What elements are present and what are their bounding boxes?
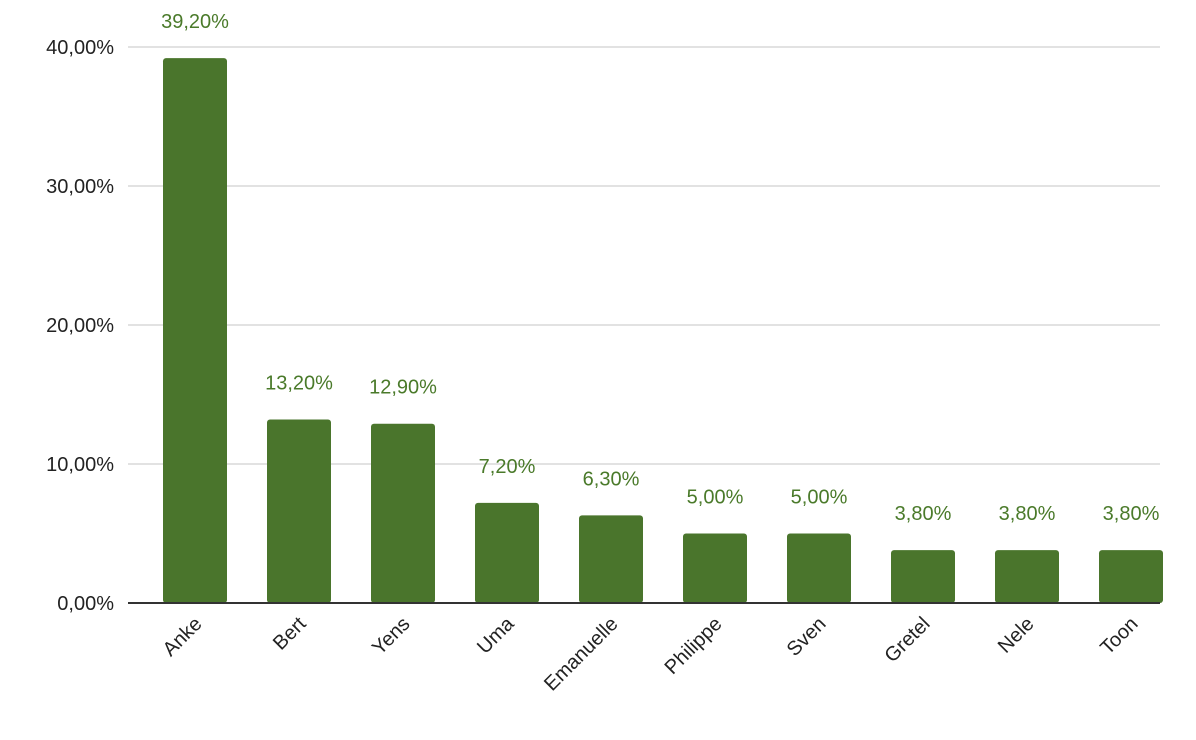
bar-nele	[995, 550, 1059, 603]
x-tick-label-uma: Uma	[473, 612, 519, 658]
x-tick-label-philippe: Philippe	[661, 613, 727, 679]
x-tick-label-nele: Nele	[994, 613, 1039, 658]
bar-anke	[163, 58, 227, 604]
x-tick-label-bert: Bert	[269, 613, 311, 655]
y-tick-label-2: 20,00%	[46, 315, 114, 337]
bar-yens	[371, 423, 435, 603]
bar-philippe	[683, 533, 747, 603]
y-tick-label-3: 30,00%	[46, 176, 114, 198]
data-label-sven: 5,00%	[791, 487, 848, 509]
grid-lines	[128, 46, 1160, 465]
data-label-bert: 13,20%	[265, 373, 333, 395]
data-label-philippe: 5,00%	[687, 487, 744, 509]
bar-sven	[787, 533, 851, 603]
bar-emanuelle	[579, 515, 643, 603]
data-label-toon: 3,80%	[1103, 503, 1160, 525]
y-tick-label-1: 10,00%	[46, 454, 114, 476]
bar-toon	[1099, 550, 1163, 603]
x-tick-label-emanuelle: Emanuelle	[540, 613, 622, 695]
data-label-gretel: 3,80%	[895, 503, 952, 525]
bars	[163, 58, 1163, 604]
y-axis: 0,00% 10,00% 20,00% 30,00% 40,00%	[46, 37, 114, 615]
x-tick-label-anke: Anke	[159, 613, 207, 661]
x-tick-label-gretel: Gretel	[880, 613, 934, 667]
x-tick-label-sven: Sven	[783, 613, 831, 661]
bar-bert	[267, 419, 331, 603]
data-label-uma: 7,20%	[479, 456, 536, 478]
x-axis: Anke Bert Yens Uma Emanuelle Philippe Sven Gret…	[128, 602, 1160, 695]
y-tick-label-4: 40,00%	[46, 37, 114, 59]
data-labels: 39,20% 13,20% 12,90% 7,20% 6,30% 5,00% 5,00% 3,…	[161, 11, 1159, 525]
data-label-yens: 12,90%	[369, 377, 437, 399]
y-tick-label-0: 0,00%	[57, 593, 114, 615]
data-label-nele: 3,80%	[999, 503, 1056, 525]
data-label-emanuelle: 6,30%	[583, 468, 640, 490]
bar-gretel	[891, 550, 955, 603]
bar-uma	[475, 502, 539, 603]
data-label-anke: 39,20%	[161, 11, 229, 33]
x-tick-label-yens: Yens	[368, 613, 414, 659]
x-tick-label-toon: Toon	[1096, 613, 1142, 659]
